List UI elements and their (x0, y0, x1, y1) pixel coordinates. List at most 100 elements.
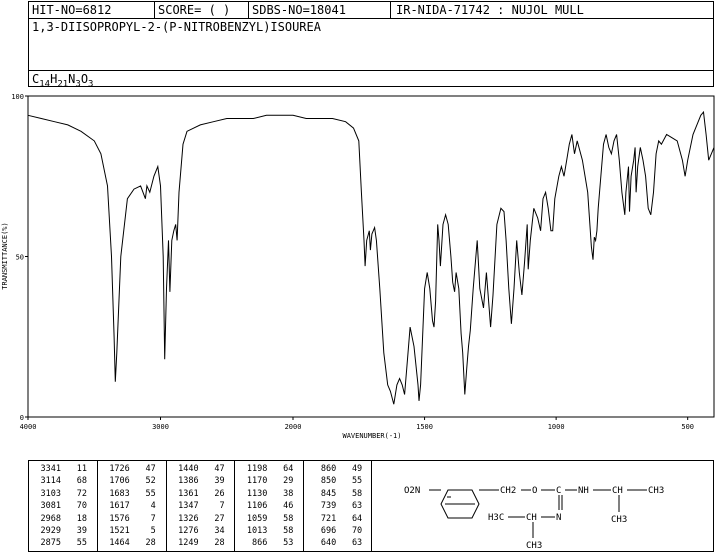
peak-transmittance: 11 (76, 464, 87, 474)
peak-transmittance: 70 (351, 526, 363, 536)
peak-row: 1347 7 (167, 501, 235, 512)
peak-wavenumber: 1521 (109, 526, 130, 536)
peak-transmittance: 18 (76, 513, 87, 524)
peak-row: 1361 26 (167, 489, 235, 500)
peak-transmittance: 28 (214, 538, 225, 549)
peak-wavenumber: 696 (320, 526, 337, 536)
peak-row: 3341 11 (29, 464, 97, 475)
formula-element: N (68, 72, 76, 86)
peak-transmittance: 29 (283, 476, 294, 487)
peak-wavenumber: 1347 (178, 501, 199, 512)
peak-transmittance: 64 (283, 464, 294, 474)
peak-table: 3341 11 3114 68 3103 72 3081 70 2968 18 2929 39 2875… (28, 460, 372, 552)
peak-wavenumber: 1386 (178, 476, 199, 487)
ch3-right-bottom-label: CH3 (611, 515, 627, 525)
peak-transmittance: 34 (214, 526, 225, 536)
x-tick-label: 3000 (152, 423, 169, 431)
peak-row: 2929 39 (29, 526, 97, 537)
peak-transmittance: 63 (351, 501, 363, 512)
peak-transmittance: 55 (76, 538, 87, 549)
peak-transmittance: 58 (283, 513, 294, 524)
peak-wavenumber: 866 (252, 538, 268, 549)
peak-row: 1706 52 (98, 476, 166, 487)
peak-row: 739 63 (304, 501, 373, 512)
peak-row: 1683 55 (98, 489, 166, 500)
peak-wavenumber: 1617 (109, 501, 130, 512)
peak-transmittance: 5 (150, 526, 156, 536)
peak-row: 640 63 (304, 538, 373, 549)
peak-transmittance: 47 (145, 464, 156, 474)
peak-wavenumber: 1440 (178, 464, 199, 474)
peak-row: 1276 34 (167, 526, 235, 537)
formula-subscript: 14 (39, 79, 51, 90)
peak-column: 860 49 850 55 845 58 739 63 721 64 696 70 640 63 (304, 461, 373, 551)
peak-transmittance: 63 (351, 538, 363, 549)
peak-wavenumber: 1576 (109, 513, 130, 524)
peak-transmittance: 4 (150, 501, 156, 512)
formula-subscript: 3 (75, 79, 81, 90)
spectrum-line (27, 110, 715, 405)
peak-row: 1617 4 (98, 501, 166, 512)
peak-wavenumber: 2929 (40, 526, 61, 536)
peak-transmittance: 55 (145, 488, 156, 499)
x-tick-label: 1500 (416, 423, 433, 431)
ir-spectrum-chart: 0 50 100 4000 3000 2000 1500 1000 500 TRANSMITT… (1, 93, 715, 440)
peak-transmittance: 55 (351, 476, 363, 487)
peak-row: 845 58 (304, 489, 373, 500)
ch-left-label: CH (526, 513, 537, 523)
ch-right-label: CH (612, 486, 623, 496)
score: SCORE= ( ) (158, 3, 231, 17)
peak-row: 1521 5 (98, 526, 166, 537)
formula-divider (28, 70, 714, 71)
peak-row: 1106 46 (235, 501, 303, 512)
peak-transmittance: 58 (351, 488, 363, 499)
x-tick-label: 500 (681, 423, 694, 431)
x-axis-label: WAVENUMBER(-1) (342, 432, 401, 440)
peak-wavenumber: 1059 (246, 513, 268, 524)
peak-wavenumber: 845 (320, 488, 337, 499)
peak-column: 3341 11 3114 68 3103 72 3081 70 2968 18 2929 39 2875… (29, 461, 98, 551)
peak-wavenumber: 3114 (40, 476, 61, 487)
peak-row: 3081 70 (29, 501, 97, 512)
peak-wavenumber: 1106 (246, 501, 268, 512)
peak-row: 3103 72 (29, 489, 97, 500)
peak-transmittance: 68 (76, 476, 87, 487)
peak-transmittance: 39 (214, 476, 225, 487)
y-axis-label: TRANSMITTANCE(%) (1, 222, 9, 289)
peak-wavenumber: 2968 (40, 513, 61, 524)
benzene-ring (440, 489, 480, 519)
peak-wavenumber: 1276 (178, 526, 199, 536)
peak-transmittance: 49 (351, 464, 363, 474)
o-label: O (532, 486, 537, 496)
formula-subscript: 3 (88, 79, 94, 90)
h3c-label: H3C (488, 513, 504, 523)
peak-wavenumber: 1130 (246, 488, 268, 499)
peak-transmittance: 47 (214, 464, 225, 474)
formula-element: C (32, 72, 40, 86)
peak-row: 860 49 (304, 464, 373, 475)
peak-transmittance: 27 (214, 513, 225, 524)
y-tick-label: 100 (11, 93, 24, 101)
peak-wavenumber: 1326 (178, 513, 199, 524)
peak-row: 866 53 (235, 538, 303, 549)
y-tick-label: 50 (16, 254, 24, 262)
n-label: N (556, 513, 561, 523)
peak-wavenumber: 721 (320, 513, 337, 524)
peak-row: 1440 47 (167, 464, 235, 475)
peak-row: 850 55 (304, 476, 373, 487)
peak-transmittance: 52 (145, 476, 156, 487)
peak-column: 1440 47 1386 39 1361 26 1347 7 1326 27 1276 34 1249 2… (167, 461, 236, 551)
peak-row: 1326 27 (167, 514, 235, 525)
peak-row: 3114 68 (29, 476, 97, 487)
peak-row: 696 70 (304, 526, 373, 537)
peak-wavenumber: 860 (320, 464, 337, 474)
peak-transmittance: 7 (219, 501, 225, 512)
peak-row: 1464 28 (98, 538, 166, 549)
peak-wavenumber: 1683 (109, 488, 130, 499)
formula-subscript: 21 (57, 79, 69, 90)
formula-element: H (50, 72, 58, 86)
peak-wavenumber: 1170 (246, 476, 268, 487)
peak-wavenumber: 2875 (40, 538, 61, 549)
y-tick-group: 0 50 100 (11, 93, 28, 422)
peak-wavenumber: 1198 (246, 464, 268, 474)
